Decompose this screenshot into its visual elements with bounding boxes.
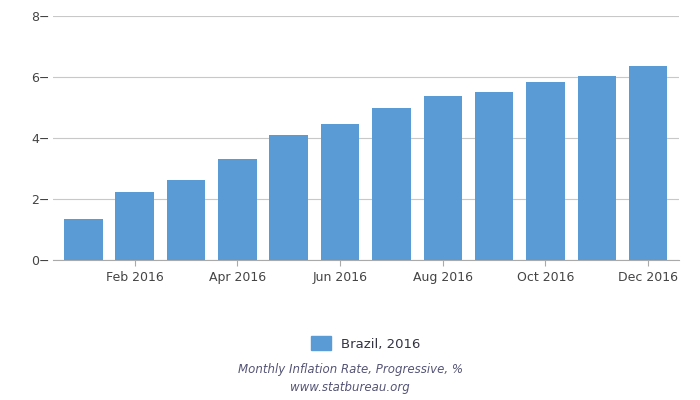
Bar: [116, 192, 154, 260]
Text: www.statbureau.org: www.statbureau.org: [290, 382, 410, 394]
Text: Monthly Inflation Rate, Progressive, %: Monthly Inflation Rate, Progressive, %: [237, 364, 463, 376]
Bar: [321, 124, 359, 260]
Bar: [64, 219, 103, 260]
Bar: [629, 66, 667, 260]
Bar: [526, 82, 565, 260]
Bar: [372, 108, 411, 260]
Bar: [424, 96, 462, 260]
Legend: Brazil, 2016: Brazil, 2016: [306, 331, 426, 356]
Bar: [218, 159, 257, 260]
Bar: [270, 135, 308, 260]
Bar: [578, 76, 616, 260]
Bar: [475, 92, 513, 260]
Bar: [167, 180, 205, 260]
